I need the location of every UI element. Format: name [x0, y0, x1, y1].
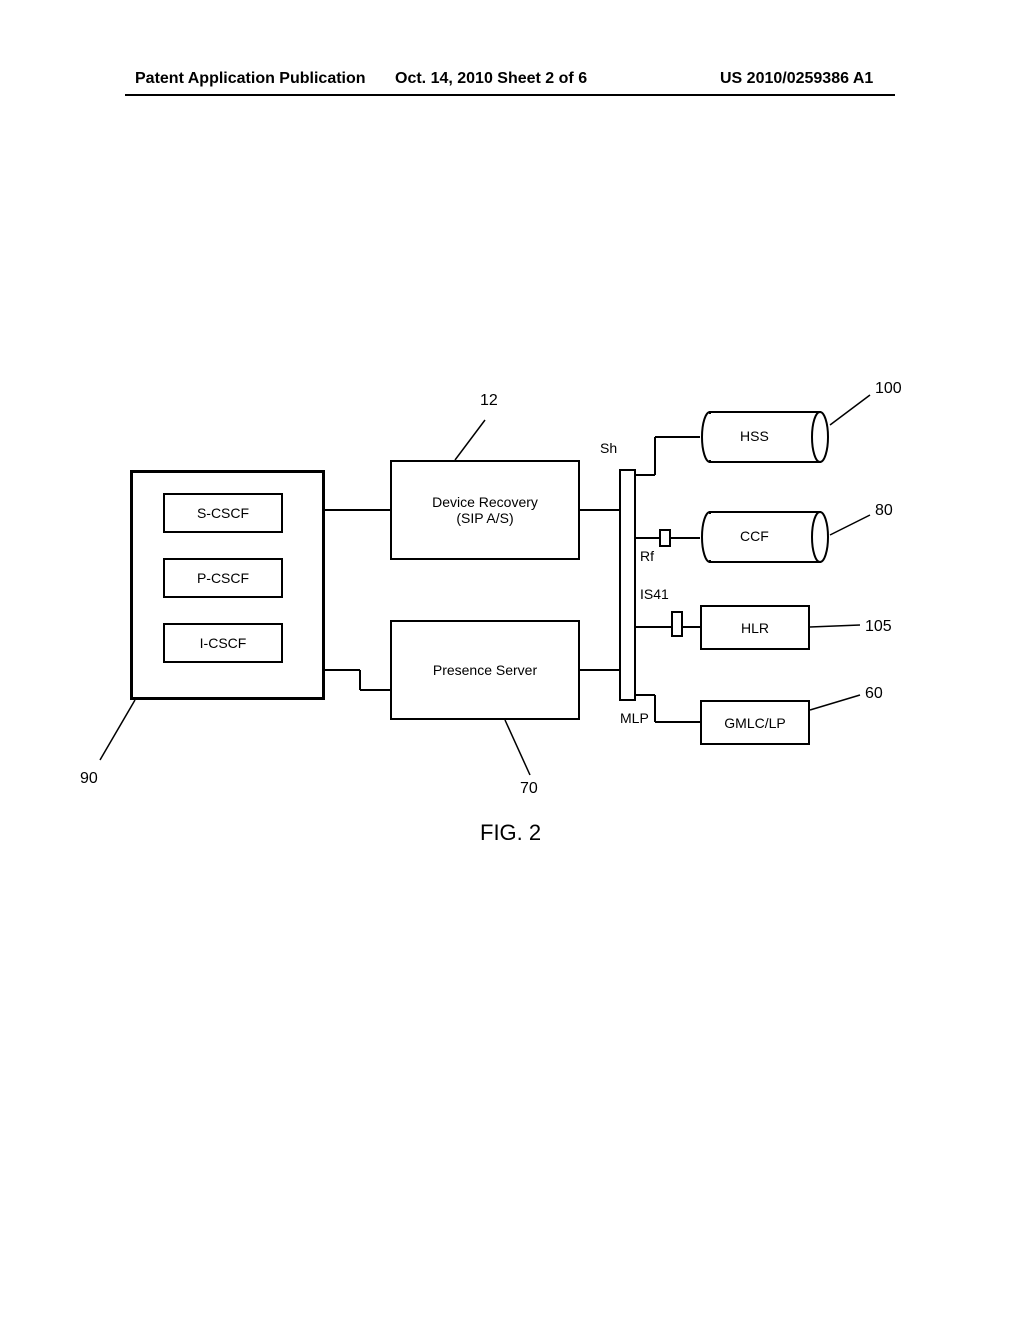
hss-label: HSS — [740, 428, 769, 444]
ccf-cylinder: CCF — [700, 510, 830, 570]
sh-label: Sh — [600, 440, 617, 456]
ref-100: 100 — [875, 380, 902, 398]
mlp-label: MLP — [620, 710, 649, 726]
ref-80: 80 — [875, 502, 893, 520]
p-cscf-box: P-CSCF — [163, 558, 283, 598]
gmlc-box: GMLC/LP — [700, 700, 810, 745]
ccf-label: CCF — [740, 528, 769, 544]
device-recovery-line1: Device Recovery — [432, 494, 538, 510]
ref-70: 70 — [520, 780, 538, 798]
figure-caption: FIG. 2 — [480, 820, 541, 846]
ref-12: 12 — [480, 392, 498, 410]
presence-server-box: Presence Server — [390, 620, 580, 720]
i-cscf-box: I-CSCF — [163, 623, 283, 663]
i-cscf-label: I-CSCF — [200, 635, 247, 651]
ref-90: 90 — [80, 770, 98, 788]
s-cscf-label: S-CSCF — [197, 505, 249, 521]
s-cscf-box: S-CSCF — [163, 493, 283, 533]
p-cscf-label: P-CSCF — [197, 570, 249, 586]
rf-label: Rf — [640, 548, 654, 564]
header-left: Patent Application Publication — [135, 70, 366, 88]
device-recovery-box: Device Recovery (SIP A/S) — [390, 460, 580, 560]
hlr-box: HLR — [700, 605, 810, 650]
cscf-container: S-CSCF P-CSCF I-CSCF — [130, 470, 325, 700]
hss-cylinder: HSS — [700, 410, 830, 470]
header-right: US 2010/0259386 A1 — [720, 70, 873, 88]
device-recovery-line2: (SIP A/S) — [456, 510, 513, 526]
gmlc-label: GMLC/LP — [724, 715, 785, 731]
header-rule — [125, 94, 895, 96]
ref-105: 105 — [865, 618, 892, 636]
is41-label: IS41 — [640, 586, 669, 602]
ref-60: 60 — [865, 685, 883, 703]
figure-2-diagram: S-CSCF P-CSCF I-CSCF Device Recovery (SI… — [60, 380, 960, 900]
presence-server-label: Presence Server — [433, 662, 537, 678]
header-center: Oct. 14, 2010 Sheet 2 of 6 — [395, 70, 587, 88]
hlr-label: HLR — [741, 620, 769, 636]
